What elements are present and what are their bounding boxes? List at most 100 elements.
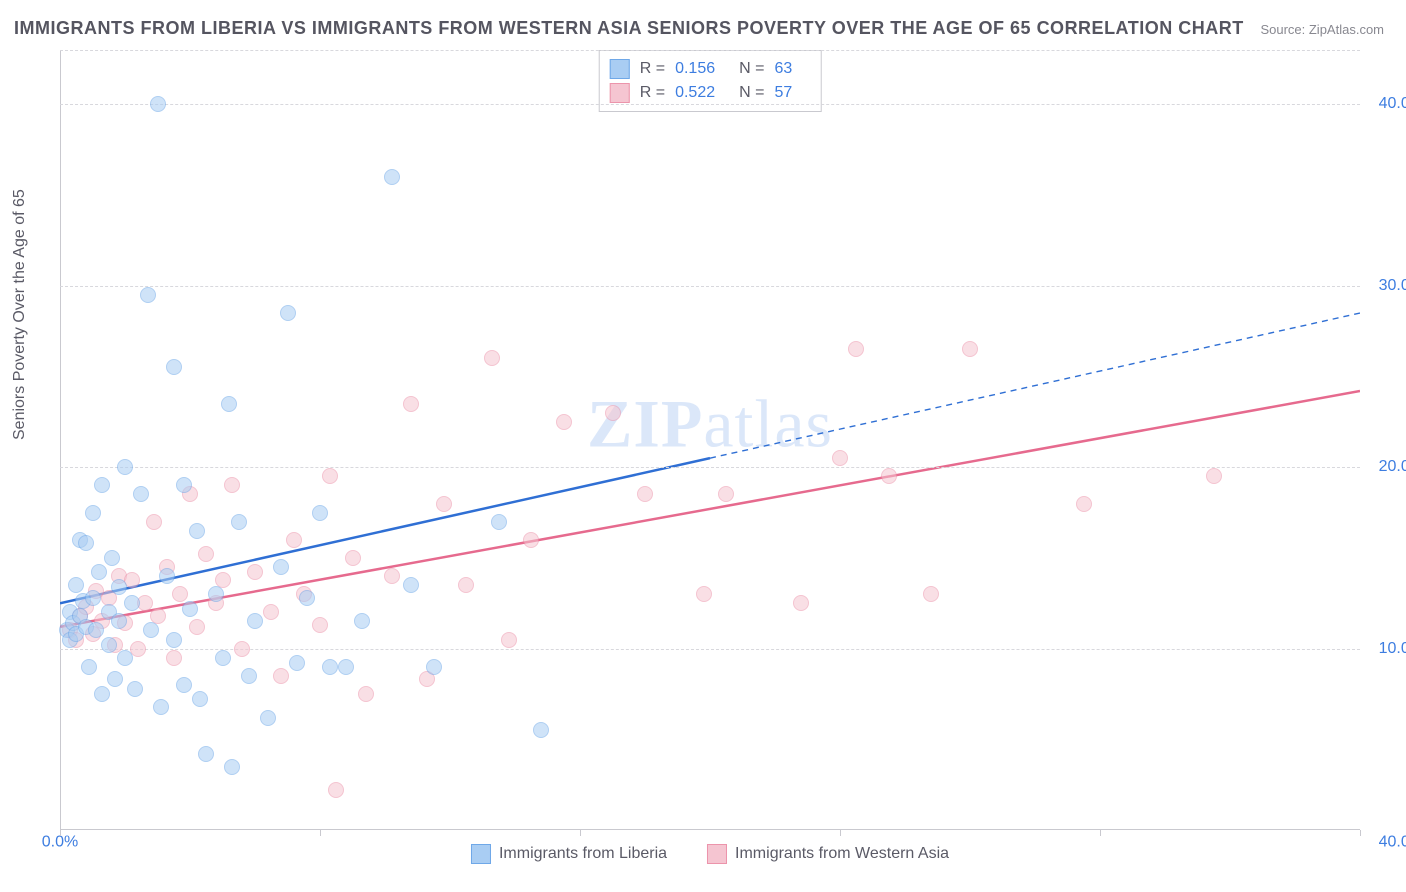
r-value-liberia: 0.156 <box>675 57 715 81</box>
liberia-point <box>68 577 84 593</box>
x-tick <box>1360 830 1361 836</box>
liberia-point <box>491 514 507 530</box>
wasia-point <box>286 532 302 548</box>
liberia-point <box>384 169 400 185</box>
chart-title: IMMIGRANTS FROM LIBERIA VS IMMIGRANTS FR… <box>14 18 1244 39</box>
liberia-point <box>88 622 104 638</box>
legend-label-wasia: Immigrants from Western Asia <box>735 845 949 863</box>
wasia-point <box>484 350 500 366</box>
swatch-liberia <box>610 59 630 79</box>
liberia-point <box>153 699 169 715</box>
liberia-point <box>221 396 237 412</box>
wasia-point <box>793 595 809 611</box>
liberia-point <box>78 535 94 551</box>
wasia-point <box>328 782 344 798</box>
liberia-point <box>403 577 419 593</box>
wasia-point <box>436 496 452 512</box>
wasia-point <box>923 586 939 602</box>
wasia-point <box>234 641 250 657</box>
y-tick-label: 20.0% <box>1379 458 1406 476</box>
liberia-point <box>81 659 97 675</box>
legend-label-liberia: Immigrants from Liberia <box>499 845 667 863</box>
liberia-point <box>176 477 192 493</box>
x-tick-max: 40.0% <box>1379 834 1406 852</box>
wasia-point <box>247 564 263 580</box>
series-legend: Immigrants from Liberia Immigrants from … <box>471 844 949 864</box>
liberia-point <box>107 671 123 687</box>
wasia-point <box>322 468 338 484</box>
wasia-point <box>501 632 517 648</box>
wasia-point <box>172 586 188 602</box>
liberia-point <box>85 505 101 521</box>
n-value-wasia: 57 <box>774 81 792 105</box>
gridline <box>60 649 1360 650</box>
liberia-point <box>127 681 143 697</box>
wasia-point <box>637 486 653 502</box>
liberia-point <box>247 613 263 629</box>
liberia-point <box>117 459 133 475</box>
liberia-point <box>426 659 442 675</box>
liberia-point <box>189 523 205 539</box>
legend-item-wasia: Immigrants from Western Asia <box>707 844 949 864</box>
wasia-point <box>146 514 162 530</box>
wasia-point <box>189 619 205 635</box>
wasia-point <box>312 617 328 633</box>
liberia-point <box>85 590 101 606</box>
wasia-point <box>263 604 279 620</box>
liberia-point <box>312 505 328 521</box>
n-value-liberia: 63 <box>774 57 792 81</box>
wasia-point <box>1206 468 1222 484</box>
trendlines <box>60 50 1360 830</box>
y-axis <box>60 50 61 830</box>
swatch-wasia-2 <box>707 844 727 864</box>
wasia-point <box>166 650 182 666</box>
wasia-point <box>458 577 474 593</box>
x-tick <box>1100 830 1101 836</box>
gridline <box>60 467 1360 468</box>
r-label-wasia: R = <box>640 81 665 105</box>
liberia-point <box>133 486 149 502</box>
wasia-point <box>962 341 978 357</box>
legend-row-wasia: R = 0.522 N = 57 <box>610 81 807 105</box>
liberia-point <box>322 659 338 675</box>
n-label-liberia: N = <box>739 57 764 81</box>
liberia-point <box>159 568 175 584</box>
liberia-point <box>166 632 182 648</box>
liberia-point <box>231 514 247 530</box>
liberia-point <box>94 477 110 493</box>
liberia-point <box>192 691 208 707</box>
wasia-point <box>523 532 539 548</box>
x-tick <box>320 830 321 836</box>
liberia-point <box>176 677 192 693</box>
liberia-point <box>280 305 296 321</box>
liberia-point <box>140 287 156 303</box>
x-axis <box>60 829 1360 830</box>
wasia-point <box>358 686 374 702</box>
liberia-point <box>101 637 117 653</box>
y-tick-label: 10.0% <box>1379 640 1406 658</box>
trendline <box>710 313 1360 458</box>
wasia-point <box>881 468 897 484</box>
liberia-point <box>143 622 159 638</box>
liberia-point <box>91 564 107 580</box>
liberia-point <box>533 722 549 738</box>
wasia-point <box>403 396 419 412</box>
y-axis-label: Seniors Poverty Over the Age of 65 <box>11 189 29 440</box>
liberia-point <box>111 613 127 629</box>
liberia-point <box>182 601 198 617</box>
liberia-point <box>299 590 315 606</box>
liberia-point <box>111 579 127 595</box>
wasia-point <box>556 414 572 430</box>
liberia-point <box>224 759 240 775</box>
wasia-point <box>696 586 712 602</box>
gridline <box>60 104 1360 105</box>
wasia-point <box>1076 496 1092 512</box>
gridline <box>60 286 1360 287</box>
gridline <box>60 50 1360 51</box>
wasia-point <box>224 477 240 493</box>
r-value-wasia: 0.522 <box>675 81 715 105</box>
x-tick-min: 0.0% <box>42 834 78 852</box>
liberia-point <box>104 550 120 566</box>
liberia-point <box>354 613 370 629</box>
liberia-point <box>260 710 276 726</box>
